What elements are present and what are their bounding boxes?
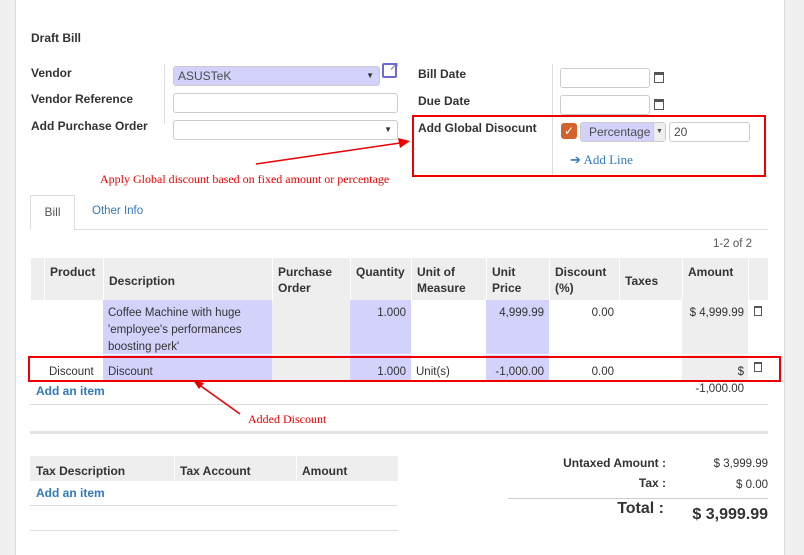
cell-discount[interactable]: 0.00 bbox=[591, 307, 614, 319]
cell-product[interactable]: Discount bbox=[49, 366, 94, 378]
cell-amount: $ 4,999.99 bbox=[689, 307, 744, 319]
discount-type-select[interactable]: Percentage ▼ bbox=[580, 122, 666, 142]
col-amount[interactable]: Amount bbox=[682, 258, 748, 300]
cell-quantity[interactable]: 1.000 bbox=[377, 366, 406, 378]
purchase-order-label: Add Purchase Order bbox=[31, 119, 148, 133]
col-tax-amount[interactable]: Amount bbox=[302, 464, 348, 478]
calendar-icon[interactable] bbox=[654, 72, 664, 83]
annotation-arrow bbox=[193, 380, 241, 415]
total-label: Total : bbox=[617, 500, 664, 517]
add-tax-item-link[interactable]: Add an item bbox=[36, 486, 105, 500]
untaxed-amount-label: Untaxed Amount : bbox=[563, 456, 666, 470]
pager: 1-2 of 2 bbox=[713, 238, 752, 250]
global-discount-checkbox[interactable]: ✓ bbox=[561, 123, 577, 139]
vendor-label: Vendor bbox=[31, 66, 72, 80]
col-purchase-order[interactable]: Purchase Order bbox=[272, 258, 350, 300]
col-product[interactable]: Product bbox=[44, 258, 103, 300]
cell-uom[interactable]: Unit(s) bbox=[416, 366, 450, 378]
tax-value: $ 0.00 bbox=[736, 479, 768, 491]
arrow-right-icon: ➔ bbox=[570, 152, 581, 167]
col-unit-price[interactable]: Unit Price bbox=[486, 258, 549, 300]
global-discount-label: Add Global Disocunt bbox=[418, 121, 537, 135]
col-quantity[interactable]: Quantity bbox=[350, 258, 411, 300]
added-discount-highlight bbox=[28, 356, 781, 382]
cell-description[interactable]: Coffee Machine with huge 'employee's per… bbox=[108, 307, 242, 353]
discount-type-value: Percentage bbox=[589, 125, 651, 139]
cell-quantity[interactable]: 1.000 bbox=[377, 307, 406, 319]
purchase-order-select[interactable]: ▼ bbox=[173, 120, 398, 140]
vendor-reference-label: Vendor Reference bbox=[31, 92, 134, 106]
cell-unit-price[interactable]: 4,999.99 bbox=[499, 307, 544, 319]
untaxed-amount-value: $ 3,999.99 bbox=[713, 458, 768, 470]
annotation-arrow bbox=[255, 138, 410, 165]
vendor-select[interactable]: ASUSTeK ▼ bbox=[173, 66, 380, 86]
col-description[interactable]: Description bbox=[103, 258, 272, 300]
total-value: $ 3,999.99 bbox=[692, 506, 768, 523]
col-discount[interactable]: Discount (%) bbox=[549, 258, 619, 300]
tax-label: Tax : bbox=[638, 476, 666, 490]
col-taxes[interactable]: Taxes bbox=[619, 258, 682, 300]
trash-icon[interactable] bbox=[754, 362, 762, 372]
global-discount-highlight bbox=[412, 115, 766, 177]
calendar-icon[interactable] bbox=[654, 99, 664, 110]
col-tax-description[interactable]: Tax Description bbox=[36, 464, 126, 478]
vendor-value: ASUSTeK bbox=[178, 69, 232, 83]
chevron-down-icon: ▼ bbox=[653, 123, 665, 141]
due-date-input[interactable] bbox=[560, 95, 650, 115]
chevron-down-icon: ▼ bbox=[384, 125, 392, 134]
trash-icon[interactable] bbox=[754, 306, 762, 316]
cell-amount: $ -1,000.00 bbox=[695, 366, 744, 395]
vendor-reference-input[interactable] bbox=[173, 93, 398, 113]
cell-description[interactable]: Discount bbox=[108, 366, 153, 378]
due-date-label: Due Date bbox=[418, 94, 471, 108]
cell-discount[interactable]: 0.00 bbox=[591, 366, 614, 378]
external-link-icon[interactable]: ↗ bbox=[382, 59, 399, 78]
page-title: Draft Bill bbox=[31, 31, 82, 45]
bill-date-label: Bill Date bbox=[418, 67, 467, 81]
tab-bill[interactable]: Bill bbox=[30, 195, 75, 230]
tab-other-info[interactable]: Other Info bbox=[92, 205, 144, 217]
add-line-label: Add Line bbox=[583, 152, 633, 167]
discount-value-input[interactable]: 20 bbox=[669, 122, 750, 142]
add-line-link[interactable]: ➔ Add Line bbox=[570, 152, 633, 168]
cell-unit-price[interactable]: -1,000.00 bbox=[495, 366, 544, 378]
col-uom[interactable]: Unit of Measure bbox=[411, 258, 486, 300]
add-item-link[interactable]: Add an item bbox=[36, 384, 105, 398]
bill-date-input[interactable] bbox=[560, 68, 650, 88]
annotation-global-discount: Apply Global discount based on fixed amo… bbox=[100, 172, 390, 186]
chevron-down-icon: ▼ bbox=[366, 71, 374, 80]
annotation-added-discount: Added Discount bbox=[248, 412, 327, 426]
col-tax-account[interactable]: Tax Account bbox=[180, 464, 251, 478]
